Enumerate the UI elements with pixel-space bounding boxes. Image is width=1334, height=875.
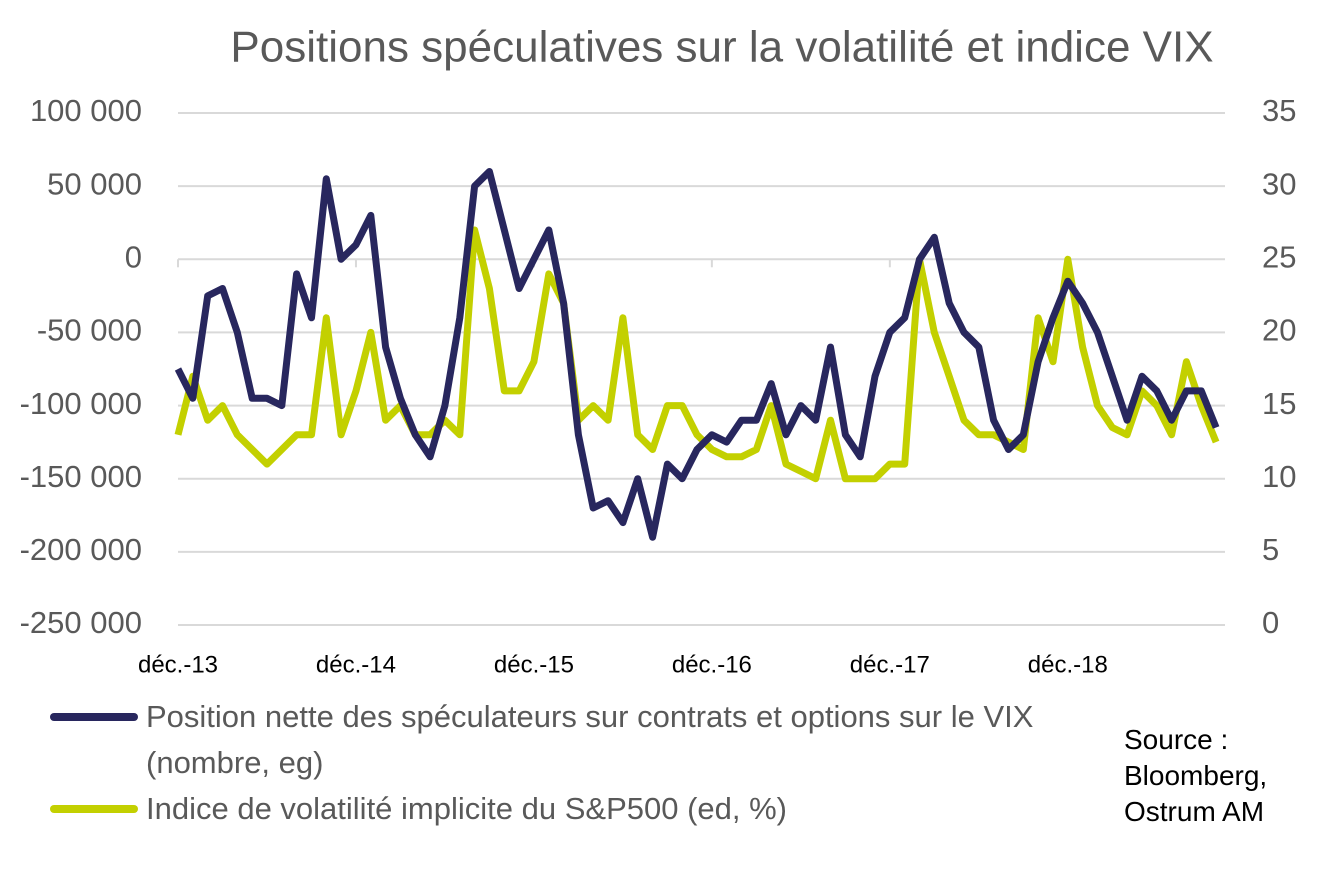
series-line: [174, 168, 1220, 541]
y-tick-label: 50 000: [47, 166, 142, 201]
y-tick-label: -250 000: [20, 605, 142, 640]
legend-label: Position nette des spéculateurs sur cont…: [146, 699, 1034, 780]
source-note: Source : Bloomberg, Ostrum AM: [1124, 724, 1268, 827]
y-tick-label: -200 000: [20, 532, 142, 567]
legend-label: Indice de volatilité implicite du S&P500…: [146, 791, 787, 826]
y-tick-label: 100 000: [30, 93, 142, 128]
chart: Positions spéculatives sur la volatilité…: [20, 23, 1297, 679]
legend-swatch: [50, 805, 138, 813]
y2-tick-label: 15: [1262, 386, 1296, 421]
legend: Position nette des spéculateurs sur cont…: [50, 694, 1066, 832]
x-tick-label: déc.-13: [138, 651, 218, 678]
legend-item: Position nette des spéculateurs sur cont…: [50, 694, 1066, 786]
series-line: [174, 226, 1220, 483]
legend-swatch: [50, 713, 138, 721]
chart-title: Positions spéculatives sur la volatilité…: [230, 23, 1213, 72]
x-tick-label: déc.-17: [850, 651, 930, 678]
y-tick-label: -50 000: [37, 313, 142, 348]
x-tick-label: déc.-18: [1028, 651, 1108, 678]
y2-tick-label: 5: [1262, 532, 1279, 567]
x-tick-label: déc.-16: [672, 651, 752, 678]
y-tick-label: -150 000: [20, 459, 142, 494]
y-tick-label: -100 000: [20, 386, 142, 421]
y2-tick-label: 10: [1262, 459, 1296, 494]
legend-item: Indice de volatilité implicite du S&P500…: [50, 786, 1066, 832]
y2-tick-label: 30: [1262, 166, 1296, 201]
x-tick-label: déc.-14: [316, 651, 396, 678]
y-tick-label: 0: [125, 239, 142, 274]
x-tick-label: déc.-15: [494, 651, 574, 678]
y2-tick-label: 35: [1262, 93, 1296, 128]
y2-tick-label: 25: [1262, 239, 1296, 274]
y2-tick-label: 0: [1262, 605, 1279, 640]
y2-tick-label: 20: [1262, 313, 1296, 348]
